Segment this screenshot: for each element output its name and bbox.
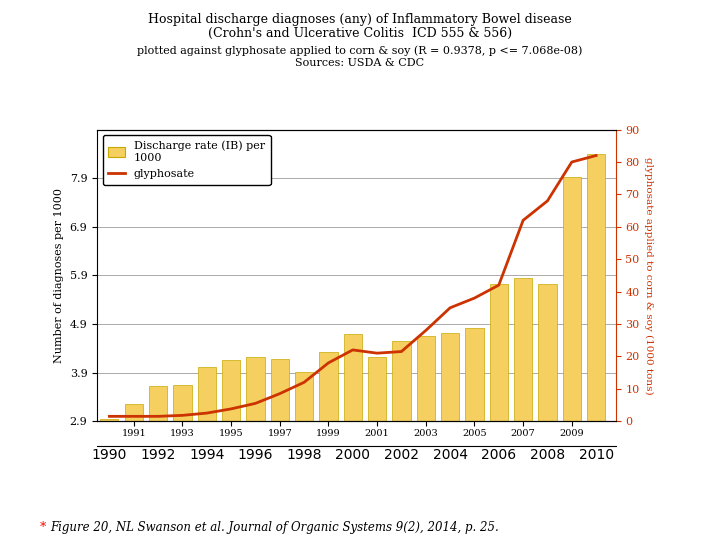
Bar <box>125 404 143 540</box>
Bar <box>174 384 192 540</box>
Bar <box>514 278 532 540</box>
Legend: Discharge rate (IB) per
1000, glyphosate: Discharge rate (IB) per 1000, glyphosate <box>103 135 271 185</box>
Bar <box>587 154 606 540</box>
Bar <box>368 357 386 540</box>
Text: (Crohn's and Ulcerative Colitis  ICD 555 & 556): (Crohn's and Ulcerative Colitis ICD 555 … <box>208 27 512 40</box>
Text: Hospital discharge diagnoses (any) of Inflammatory Bowel disease: Hospital discharge diagnoses (any) of In… <box>148 14 572 26</box>
Bar <box>246 357 264 540</box>
Bar <box>562 177 581 540</box>
Text: plotted against glyphosate applied to corn & soy (R = 0.9378, p <= 7.068e-08): plotted against glyphosate applied to co… <box>138 45 582 56</box>
Text: Figure 20, NL Swanson et al. Journal of Organic Systems 9(2), 2014, p. 25.: Figure 20, NL Swanson et al. Journal of … <box>50 521 499 534</box>
Bar <box>197 367 216 540</box>
Bar <box>149 386 167 540</box>
Bar <box>319 352 338 540</box>
Bar <box>441 333 459 540</box>
Bar <box>417 336 435 540</box>
Y-axis label: glyphosate applied to corn & soy (1000 tons): glyphosate applied to corn & soy (1000 t… <box>644 157 654 394</box>
Bar <box>490 284 508 540</box>
Y-axis label: Number of diagnoses per 1000: Number of diagnoses per 1000 <box>54 188 64 363</box>
Bar <box>100 419 119 540</box>
Bar <box>465 328 484 540</box>
Bar <box>392 341 410 540</box>
Bar <box>539 284 557 540</box>
Bar <box>295 372 313 540</box>
Bar <box>343 334 362 540</box>
Text: Sources: USDA & CDC: Sources: USDA & CDC <box>295 58 425 68</box>
Bar <box>271 359 289 540</box>
Text: *: * <box>40 521 46 534</box>
Bar <box>222 361 240 540</box>
